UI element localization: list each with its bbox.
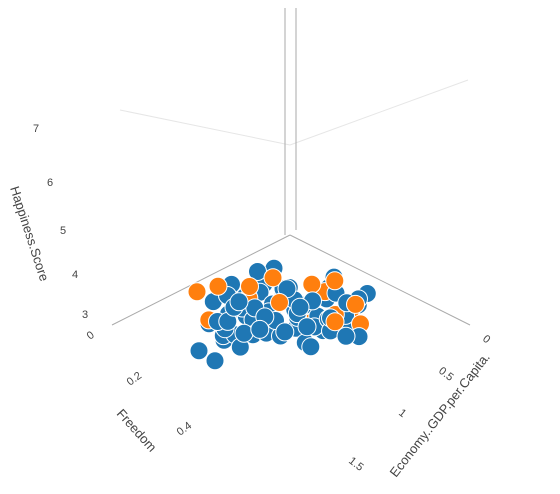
data-point <box>229 292 249 312</box>
x-tick-label: 1 <box>396 407 408 420</box>
data-point <box>336 326 356 346</box>
x-axis-line <box>289 234 471 326</box>
z-axis-ticks: 3 4 5 6 7 <box>33 123 88 321</box>
data-point <box>263 268 283 288</box>
y-axis-title: Freedom <box>114 406 160 455</box>
z-axis-title: Happiness.Score <box>7 184 52 283</box>
z-tick-label: 5 <box>60 225 66 237</box>
data-point <box>240 277 259 296</box>
data-point <box>275 322 295 342</box>
data-point <box>189 341 209 361</box>
z-tick-label: 4 <box>72 269 78 281</box>
data-point <box>325 312 345 332</box>
data-point <box>270 293 289 312</box>
data-point <box>250 319 270 339</box>
x-tick-label: 0 <box>480 333 492 346</box>
data-point <box>290 297 310 317</box>
data-point <box>346 294 365 314</box>
axis-lines <box>111 8 471 326</box>
x-tick-label: 1.5 <box>346 455 365 474</box>
y-axis-line <box>111 234 291 326</box>
data-points <box>187 258 377 371</box>
data-point <box>205 351 225 371</box>
data-point <box>301 337 321 357</box>
data-point <box>302 274 322 294</box>
x-tick-label: 0.5 <box>436 365 455 384</box>
data-point <box>325 271 345 291</box>
data-point <box>297 317 317 337</box>
data-point <box>187 282 207 302</box>
data-point <box>208 276 228 296</box>
data-point <box>234 323 254 343</box>
y-tick-label: 0.2 <box>125 370 144 389</box>
z-tick-label: 6 <box>47 177 53 189</box>
y-tick-label: 0 <box>85 329 97 342</box>
z-tick-label: 3 <box>82 309 88 321</box>
y-tick-label: 0.4 <box>175 420 194 439</box>
z-tick-label: 7 <box>33 123 39 135</box>
grid-lines <box>119 79 469 146</box>
